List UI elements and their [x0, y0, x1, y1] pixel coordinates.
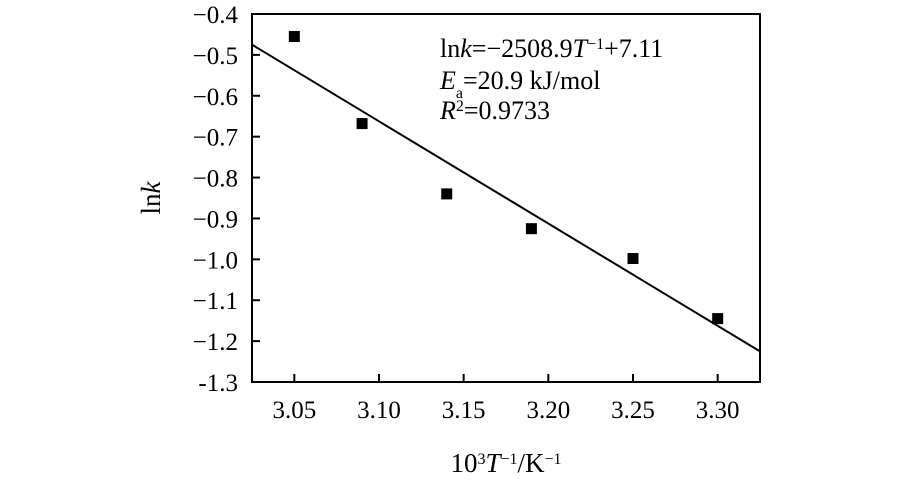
annotation-equation-prefix: ln — [440, 34, 460, 63]
annotation-ea-var: E — [439, 66, 456, 95]
x-tick-label: 3.05 — [272, 397, 316, 424]
annotation-r2-suffix: =0.9733 — [464, 96, 550, 125]
x-axis-title-var: T — [485, 448, 502, 478]
y-tick-label: −1.2 — [193, 329, 238, 356]
y-tick-label: −1.1 — [193, 288, 238, 315]
y-tick-label: −0.4 — [193, 2, 239, 29]
regression-line — [251, 43, 761, 353]
x-tick-label: 3.10 — [357, 397, 401, 424]
data-point — [525, 223, 537, 235]
x-tick-label: 3.15 — [442, 397, 486, 424]
y-axis: −0.4 −0.5 −0.6 −0.7 −0.8 −0.9 −1.0 −1.1 −1.2 -1.3 — [193, 2, 260, 397]
data-point — [288, 30, 300, 42]
x-axis-title-base: 10 — [450, 448, 477, 478]
annotation-r-squared: R2=0.9733 — [439, 96, 550, 125]
x-axis-title-sup1: 3 — [477, 451, 485, 468]
annotation-equation: lnk=−2508.9T−1+7.11 — [440, 34, 663, 63]
x-axis-title-sup2: −1 — [500, 451, 517, 468]
data-point — [356, 118, 368, 130]
y-tick-label: −0.8 — [193, 166, 238, 193]
annotation-equation-var: k — [460, 34, 472, 63]
y-tick-label: -1.3 — [198, 370, 238, 397]
annotation-ea-suffix: =20.9 kJ/mol — [463, 66, 600, 95]
annotation-equation-sup: −1 — [587, 36, 604, 53]
y-axis-title-var: k — [136, 180, 166, 193]
annotation-activation-energy: Ea=20.9 kJ/mol — [439, 66, 600, 102]
data-points — [288, 30, 724, 325]
y-tick-label: −0.9 — [193, 206, 238, 233]
y-tick-label: −0.5 — [193, 43, 238, 70]
annotation-equation-suffix: +7.11 — [604, 34, 663, 63]
y-tick-label: −1.0 — [193, 247, 238, 274]
annotation-equation-var2: T — [573, 34, 589, 63]
y-axis-title: lnk — [136, 180, 166, 214]
annotation-equation-mid: =−2508.9 — [472, 34, 573, 63]
data-point — [627, 253, 639, 265]
x-tick-label: 3.30 — [696, 397, 740, 424]
x-axis-title-unit: /K — [518, 448, 546, 478]
x-tick-label: 3.20 — [526, 397, 570, 424]
x-axis-title-sup3: −1 — [545, 451, 562, 468]
annotation-r2-var: R — [439, 96, 456, 125]
y-axis-title-prefix: ln — [136, 193, 166, 215]
x-axis: 3.05 3.10 3.15 3.20 3.25 3.30 — [272, 374, 740, 424]
plot-frame — [251, 13, 761, 383]
y-tick-label: −0.7 — [193, 125, 238, 152]
x-axis-title: 103T−1/K−1 — [450, 448, 561, 478]
data-point — [441, 188, 453, 200]
annotation-ea-sub: a — [456, 85, 463, 102]
data-point — [712, 313, 724, 325]
annotation-r2-sup: 2 — [456, 98, 464, 115]
x-tick-label: 3.25 — [611, 397, 655, 424]
y-tick-label: −0.6 — [193, 84, 238, 111]
